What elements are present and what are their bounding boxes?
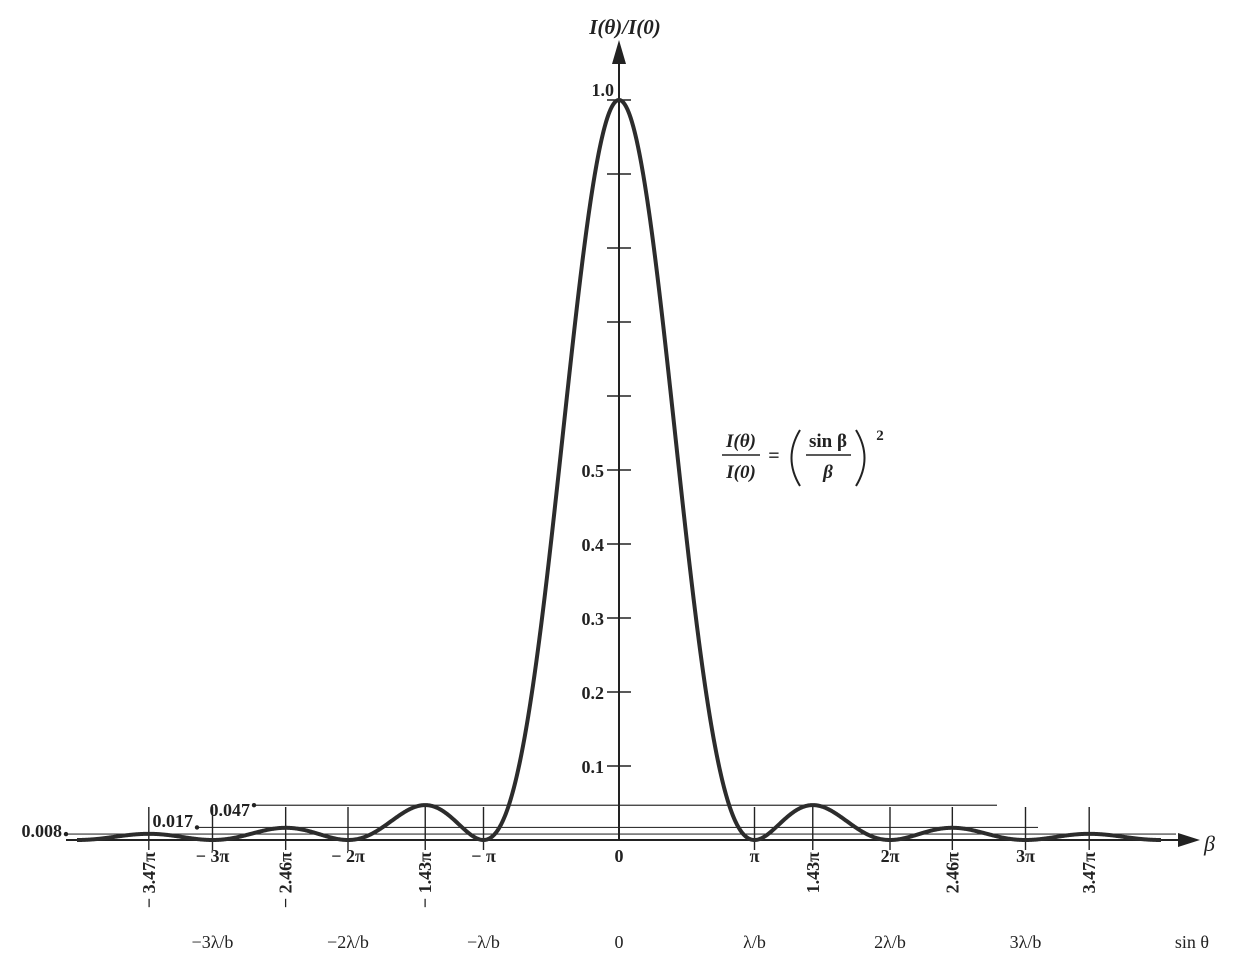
formula-lhs-denominator: I(0) (725, 462, 756, 483)
formula-rhs-denominator: β (822, 462, 833, 483)
secondary-max-marker (63, 831, 69, 837)
secondary-max-label: 0.047 (210, 800, 251, 820)
formula-rhs-numerator: sin β (809, 431, 847, 452)
y-tick-label: 0.2 (582, 683, 605, 703)
x-ticks: − 3.47π − 3π − 2.46π − 2π − 1.43π − π 0 π 1.43π 2… (139, 807, 1099, 952)
x-tick-label: − 2.46π (276, 852, 296, 908)
y-tick-label: 0.4 (582, 535, 605, 555)
x-tick-label: 2π (881, 846, 900, 866)
formula-lhs-numerator: I(θ) (725, 431, 756, 452)
x-tick-label: π (750, 846, 760, 866)
sin-tick-label: −λ/b (467, 932, 500, 952)
x-tick-label: 0 (615, 846, 624, 866)
x-tick-label: 1.43π (803, 852, 823, 894)
x-axis-label: β (1203, 831, 1215, 856)
intensity-curve (75, 98, 1163, 842)
x-tick-label: − 3π (196, 846, 230, 866)
x-tick-label: 2.46π (942, 852, 962, 894)
x-tick-label: − 2π (331, 846, 365, 866)
y-tick-label: 0.5 (582, 461, 605, 481)
secondary-max-marker (194, 825, 200, 830)
secondary-max-marker (251, 803, 257, 808)
x-axis-arrowhead (1178, 833, 1200, 847)
y-axis-arrowhead (612, 40, 626, 64)
y-axis-label: I(θ)/I(0) (588, 15, 661, 39)
sin-tick-label: 3λ/b (1010, 932, 1042, 952)
sin-tick-label: 0 (615, 932, 624, 952)
x-tick-label: 3π (1016, 846, 1035, 866)
formula-left-paren (790, 429, 801, 487)
y-tick-label: 1.0 (592, 80, 615, 100)
x-tick-label: − π (471, 846, 496, 866)
sin-tick-label: 2λ/b (874, 932, 906, 952)
formula-annotation: I(θ) I(0) = sin β β 2 (722, 428, 884, 487)
y-tick-label: 0.3 (582, 609, 605, 629)
secondary-max-label: 0.008 (22, 821, 63, 841)
secondary-max-label: 0.017 (153, 811, 194, 831)
formula-exponent: 2 (876, 428, 884, 444)
sin-tick-label: −3λ/b (192, 932, 234, 952)
x-tick-label: 3.47π (1079, 852, 1099, 894)
sin-tick-label: λ/b (743, 932, 766, 952)
secondary-maxima-reference-lines: 0.047 0.017 0.008 (22, 800, 1176, 841)
x-tick-label: − 3.47π (139, 852, 159, 908)
sin-tick-label: −2λ/b (327, 932, 369, 952)
y-tick-label: 0.1 (582, 757, 605, 777)
formula-right-paren (855, 429, 866, 487)
formula-equals: = (768, 445, 779, 467)
y-ticks: 0.1 0.2 0.3 0.4 0.5 1.0 (582, 80, 631, 777)
x-tick-label: − 1.43π (415, 852, 435, 908)
sin-axis-label: sin θ (1175, 932, 1209, 952)
